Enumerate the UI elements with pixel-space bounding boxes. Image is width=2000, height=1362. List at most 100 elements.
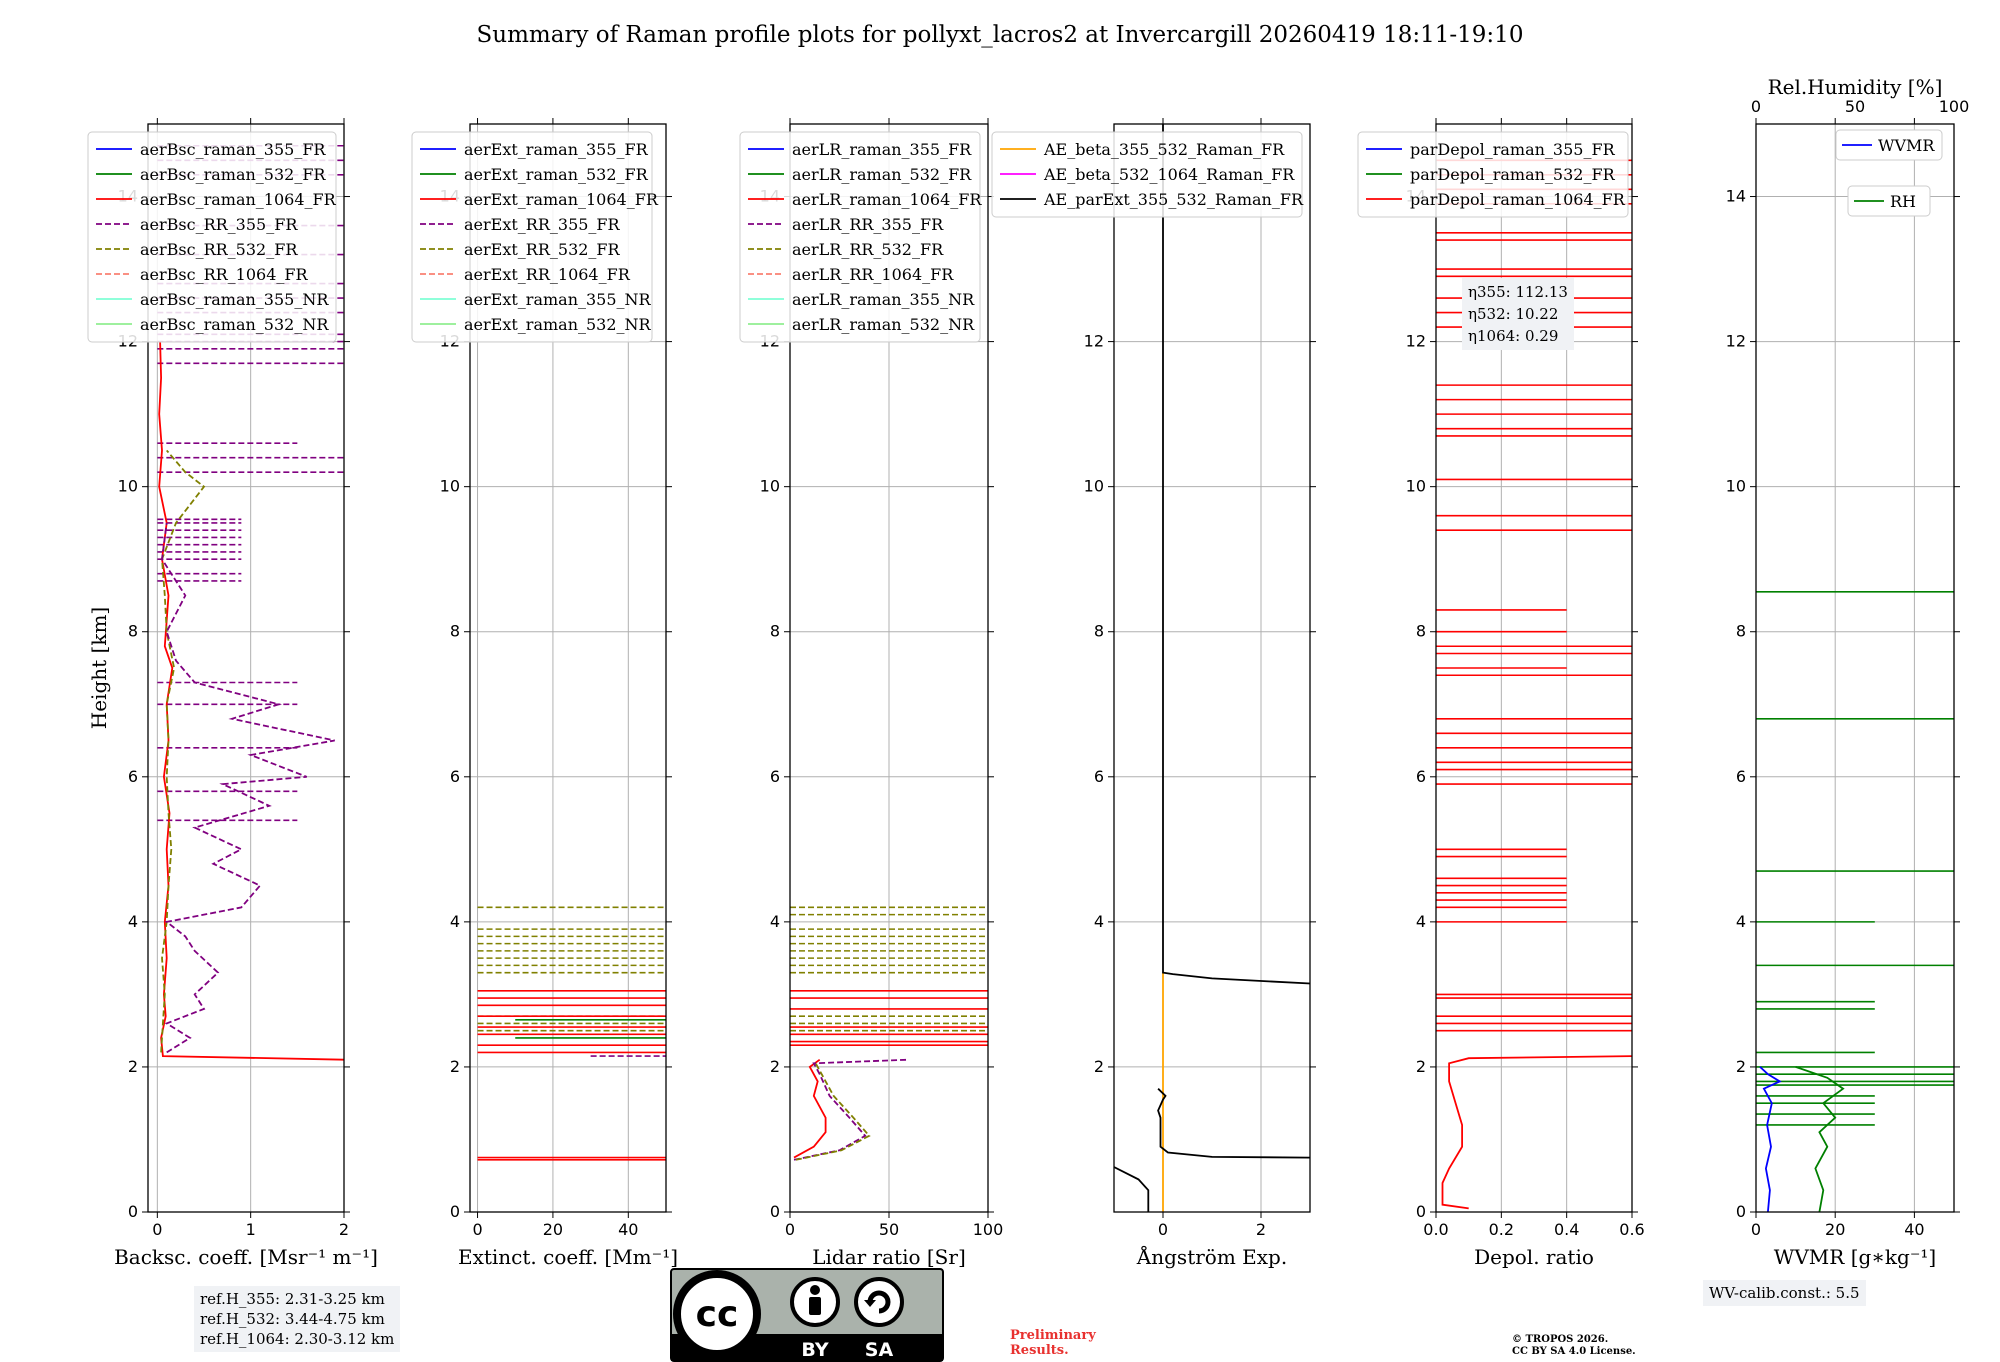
- legend-entry: aerLR_raman_532_NR: [792, 315, 975, 334]
- plot-area: [477, 906, 666, 1161]
- eta-1064: η1064: 0.29: [1468, 327, 1559, 345]
- legend-box: [739, 131, 981, 343]
- legend-entry: aerExt_raman_355_NR: [464, 290, 652, 309]
- legend-entry: aerBsc_raman_1064_FR: [140, 190, 337, 209]
- y-tick-label: 2: [450, 1057, 460, 1076]
- chart-panel-lidar_ratio: 05010002468101214Lidar ratio [Sr]aerLR_r…: [739, 118, 1004, 1269]
- license-sa-label: SA: [865, 1339, 894, 1361]
- legend-entry: AE_parExt_355_532_Raman_FR: [1043, 190, 1304, 209]
- axes-frame: [147, 123, 345, 1213]
- legend-box: [1357, 131, 1629, 218]
- chart-panel-water_vapor: 0 20 40 0 2 4 6 8 10 12 14 WVMR [g∗kg⁻¹] 0 50 100Rel.H…: [1726, 75, 1970, 1269]
- y-tick-label: 4: [1416, 912, 1426, 931]
- x-tick-label: 20: [1825, 1220, 1845, 1239]
- chart-panel-depolarization: 0.00.20.40.602468101214Depol. ratioparDe…: [1357, 118, 1645, 1269]
- legend-entry: AE_beta_532_1064_Raman_FR: [1043, 165, 1295, 184]
- series-line-AE_parExt_355_532_Raman_FR: [1114, 1166, 1150, 1212]
- x-tick-label: 100: [973, 1220, 1004, 1239]
- y-tick-label: 4: [1094, 912, 1104, 931]
- x-axis-label: WVMR [g∗kg⁻¹]: [1774, 1245, 1936, 1269]
- license-by-label: BY: [801, 1339, 828, 1361]
- figure-title: Summary of Raman profile plots for polly…: [476, 22, 1524, 48]
- x-tick-label: 0.2: [1489, 1220, 1514, 1239]
- preliminary-line-2: Results.: [1010, 1343, 1069, 1358]
- y-tick-label: 12: [1726, 332, 1746, 351]
- legend-entry: aerLR_RR_1064_FR: [792, 265, 954, 284]
- legend-entry: aerLR_raman_355_NR: [792, 290, 975, 309]
- y-tick-label: 10: [1726, 477, 1746, 496]
- legend-entry: aerExt_raman_532_FR: [464, 165, 649, 184]
- axes-frame: [1755, 123, 1955, 1213]
- y-tick-label: 8: [1736, 622, 1746, 641]
- y-tick-label: 4: [128, 912, 138, 931]
- y-tick-label: 8: [128, 622, 138, 641]
- x-tick-label: 2: [339, 1220, 349, 1239]
- preliminary-line-1: Preliminary: [1010, 1328, 1096, 1343]
- legend-box: [411, 131, 653, 343]
- legend-box: [991, 131, 1303, 218]
- y-axis-label: Height [km]: [87, 607, 111, 729]
- x2-tick-label: 100: [1939, 97, 1970, 116]
- y-tick-label: 10: [440, 477, 460, 496]
- legend-entry: aerBsc_RR_1064_FR: [140, 265, 309, 284]
- chart-panel-extinction: 0204002468101214Extinct. coeff. [Mm⁻¹]ae…: [411, 118, 678, 1269]
- series-line-aerLR_RR_355_FR: [793, 1058, 909, 1161]
- x-axis-label: Ångström Exp.: [1136, 1244, 1287, 1269]
- series-line-aerLR_raman_1064_FR: [793, 1058, 827, 1159]
- legend-box: [1847, 185, 1931, 217]
- y-tick-label: 6: [1416, 767, 1426, 786]
- y-tick-label: 10: [1084, 477, 1104, 496]
- x-tick-label: 0.6: [1619, 1220, 1644, 1239]
- ref-height-532: ref.H_532: 3.44-4.75 km: [200, 1310, 385, 1328]
- legend-entry: aerBsc_RR_532_FR: [140, 240, 298, 259]
- y-tick-label: 4: [1736, 912, 1746, 931]
- y-tick-label: 10: [760, 477, 780, 496]
- ref-height-355: ref.H_355: 2.31-3.25 km: [200, 1290, 385, 1308]
- y-tick-label: 0: [1416, 1202, 1426, 1221]
- x-tick-label: 0: [1158, 1220, 1168, 1239]
- legend-entry: parDepol_raman_532_FR: [1410, 165, 1616, 184]
- legend-entry: WVMR: [1878, 136, 1935, 155]
- x-tick-label: 50: [879, 1220, 899, 1239]
- legend-entry: AE_beta_355_532_Raman_FR: [1043, 140, 1285, 159]
- y-tick-label: 8: [450, 622, 460, 641]
- legend-entry: parDepol_raman_355_FR: [1410, 140, 1616, 159]
- legend-entry: aerBsc_raman_355_NR: [140, 290, 329, 309]
- copyright-line-1: © TROPOS 2026.: [1512, 1334, 1609, 1345]
- x-tick-label: 0: [1751, 1220, 1761, 1239]
- y-tick-label: 0: [1736, 1202, 1746, 1221]
- x-axis-label: Lidar ratio [Sr]: [812, 1245, 966, 1269]
- series-line-AE_parExt_355_532_Raman_FR: [1162, 124, 1310, 985]
- legend-entry: aerExt_RR_355_FR: [464, 215, 621, 234]
- legend-entry: aerBsc_RR_355_FR: [140, 215, 298, 234]
- legend-entry: aerBsc_raman_532_FR: [140, 165, 326, 184]
- series-line-aerLR_RR_532_FR: [795, 1062, 871, 1161]
- x-axis-label: Depol. ratio: [1474, 1245, 1594, 1269]
- x-tick-label: 0: [472, 1220, 482, 1239]
- axes-frame: [469, 123, 667, 1213]
- y-tick-label: 10: [1406, 477, 1426, 496]
- legend-entry: RH: [1890, 192, 1916, 211]
- x-tick-label: 2: [1256, 1220, 1266, 1239]
- legend-entry: aerExt_raman_1064_FR: [464, 190, 659, 209]
- axes-frame: [1113, 123, 1311, 1213]
- wv-calib-box: WV-calib.const.: 5.5: [1703, 1280, 1866, 1306]
- legend-box: [1835, 129, 1943, 161]
- y-tick-label: 12: [1084, 332, 1104, 351]
- x-tick-label: 0.0: [1423, 1220, 1448, 1239]
- eta-355: η355: 112.13: [1468, 283, 1568, 301]
- series-line-WVMR: [1759, 1066, 1782, 1212]
- legend-entry: aerExt_raman_532_NR: [464, 315, 652, 334]
- y-tick-label: 10: [118, 477, 138, 496]
- y-tick-label: 0: [450, 1202, 460, 1221]
- x-tick-label: 0: [152, 1220, 162, 1239]
- legend-entry: aerLR_RR_355_FR: [792, 215, 944, 234]
- legend-box: [87, 131, 337, 343]
- y-tick-label: 0: [770, 1202, 780, 1221]
- cc-logo-text: cc: [696, 1294, 739, 1335]
- y-tick-label: 2: [1736, 1057, 1746, 1076]
- axes-frame: [1435, 123, 1633, 1213]
- series-line-parDepol_raman_1064_FR: [1441, 1055, 1632, 1210]
- copyright-line-2: CC BY SA 4.0 License.: [1512, 1346, 1636, 1357]
